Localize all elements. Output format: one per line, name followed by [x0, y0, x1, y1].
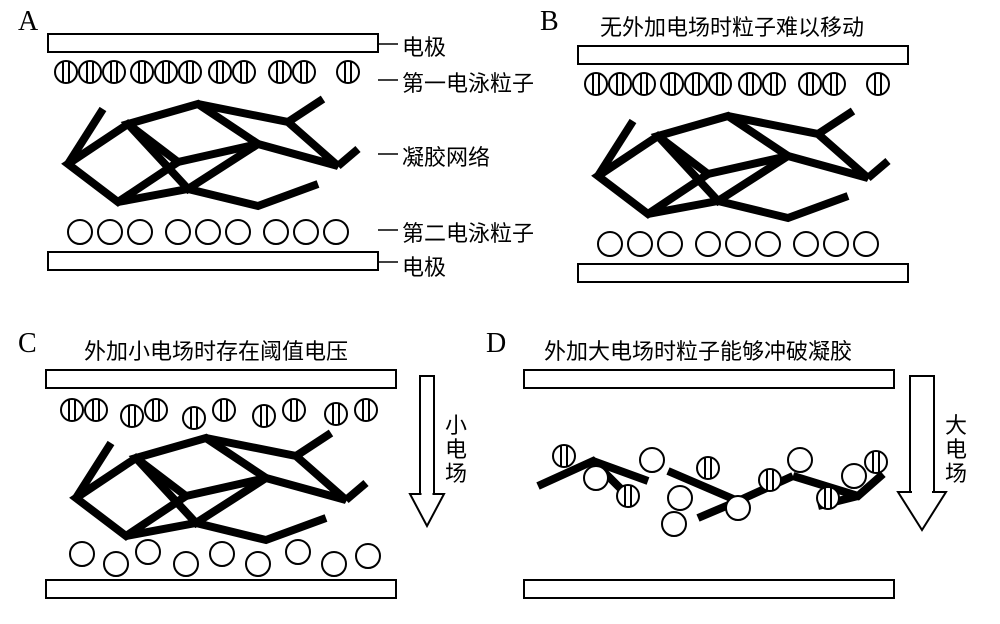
panel-a: [48, 34, 378, 270]
arrow-small-field: [410, 376, 444, 526]
diagram-sheet: A B C D 电极 第一电泳粒子 凝胶网络 第二电泳粒子 电极 无外加电场时粒…: [0, 0, 1000, 624]
panel-c: [46, 370, 396, 598]
diagram-svg: [0, 0, 1000, 624]
panel-b: [578, 46, 908, 282]
arrow-large-field: [898, 376, 946, 530]
panel-d: [524, 370, 894, 598]
second-particles-a: [68, 220, 348, 244]
first-particles-a: [55, 61, 359, 83]
